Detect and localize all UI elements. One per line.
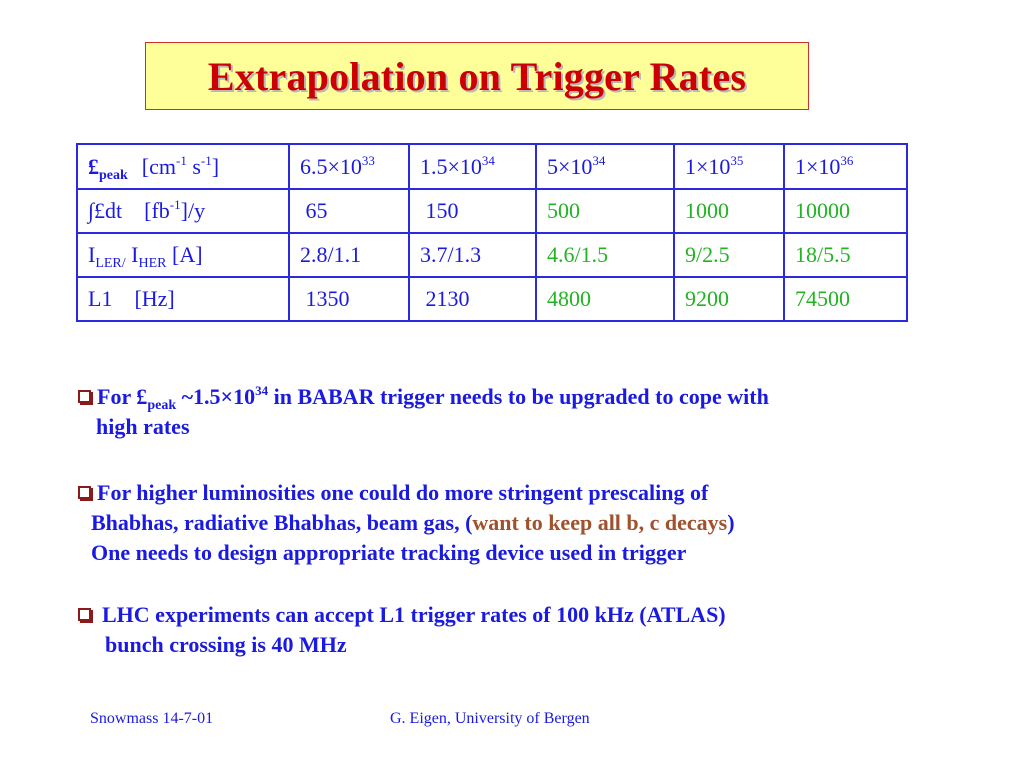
checkbox-bullet-icon bbox=[78, 390, 91, 403]
table-row: ∫£dt [fb-1]/y 65 150 500 1000 10000 bbox=[76, 188, 908, 234]
trigger-rates-table: £peak [cm-1 s-1] 6.5×1033 1.5×1034 5×1034… bbox=[76, 143, 908, 322]
bullet-higher-luminosities: For higher luminosities one could do mor… bbox=[78, 478, 978, 568]
footer-event: Snowmass 14-7-01 bbox=[90, 710, 214, 727]
table-row: L1 [Hz] 1350 2130 4800 9200 74500 bbox=[76, 276, 908, 322]
row-label-integrated-luminosity: ∫£dt [fb-1]/y bbox=[76, 188, 290, 234]
footer-author: G. Eigen, University of Bergen bbox=[390, 710, 590, 727]
bullet-line: LHC experiments can accept L1 trigger ra… bbox=[78, 600, 978, 630]
table-cell-extrapolated: 4800 bbox=[535, 276, 675, 322]
table-cell-extrapolated: 9200 bbox=[673, 276, 785, 322]
bullet-line: For higher luminosities one could do mor… bbox=[78, 478, 978, 508]
table-cell-extrapolated: 500 bbox=[535, 188, 675, 234]
bullet-line: bunch crossing is 40 MHz bbox=[105, 632, 347, 657]
table-cell: 1×1036 bbox=[783, 143, 908, 190]
title-box: Extrapolation on Trigger Rates bbox=[145, 42, 809, 110]
slide-title: Extrapolation on Trigger Rates bbox=[207, 53, 747, 99]
table-cell: 5×1034 bbox=[535, 143, 675, 190]
table-cell: 6.5×1033 bbox=[288, 143, 410, 190]
table-row: ILER/ IHER [A] 2.8/1.1 3.7/1.3 4.6/1.5 9… bbox=[76, 232, 908, 278]
bullet-line: One needs to design appropriate tracking… bbox=[91, 540, 687, 565]
table-cell-extrapolated: 10000 bbox=[783, 188, 908, 234]
table-cell-extrapolated: 9/2.5 bbox=[673, 232, 785, 278]
table-cell: 65 bbox=[288, 188, 410, 234]
table-cell-extrapolated: 18/5.5 bbox=[783, 232, 908, 278]
table-cell-extrapolated: 1000 bbox=[673, 188, 785, 234]
row-label-peak-luminosity: £peak [cm-1 s-1] bbox=[76, 143, 290, 190]
table-cell-extrapolated: 4.6/1.5 bbox=[535, 232, 675, 278]
table-cell: 1×1035 bbox=[673, 143, 785, 190]
checkbox-bullet-icon bbox=[78, 486, 91, 499]
checkbox-bullet-icon bbox=[78, 608, 91, 621]
table-cell: 2.8/1.1 bbox=[288, 232, 410, 278]
table-cell: 2130 bbox=[408, 276, 537, 322]
table-cell: 1.5×1034 bbox=[408, 143, 537, 190]
table-cell: 1350 bbox=[288, 276, 410, 322]
row-label-beam-currents: ILER/ IHER [A] bbox=[76, 232, 290, 278]
table-cell-extrapolated: 74500 bbox=[783, 276, 908, 322]
table-cell: 3.7/1.3 bbox=[408, 232, 537, 278]
bullet-lhc: LHC experiments can accept L1 trigger ra… bbox=[78, 600, 978, 660]
row-label-l1-rate: L1 [Hz] bbox=[76, 276, 290, 322]
bullet-babar: For £peak ~1.5×1034 in BABAR trigger nee… bbox=[78, 382, 978, 442]
bullet-line: For £peak ~1.5×1034 in BABAR trigger nee… bbox=[78, 382, 978, 413]
table-row: £peak [cm-1 s-1] 6.5×1033 1.5×1034 5×1034… bbox=[76, 143, 908, 190]
highlight-text: want to keep all b, c decays bbox=[472, 510, 728, 535]
bullet-line: high rates bbox=[96, 414, 190, 439]
bullet-line: Bhabhas, radiative Bhabhas, beam gas, (w… bbox=[91, 510, 735, 535]
table-cell: 150 bbox=[408, 188, 537, 234]
